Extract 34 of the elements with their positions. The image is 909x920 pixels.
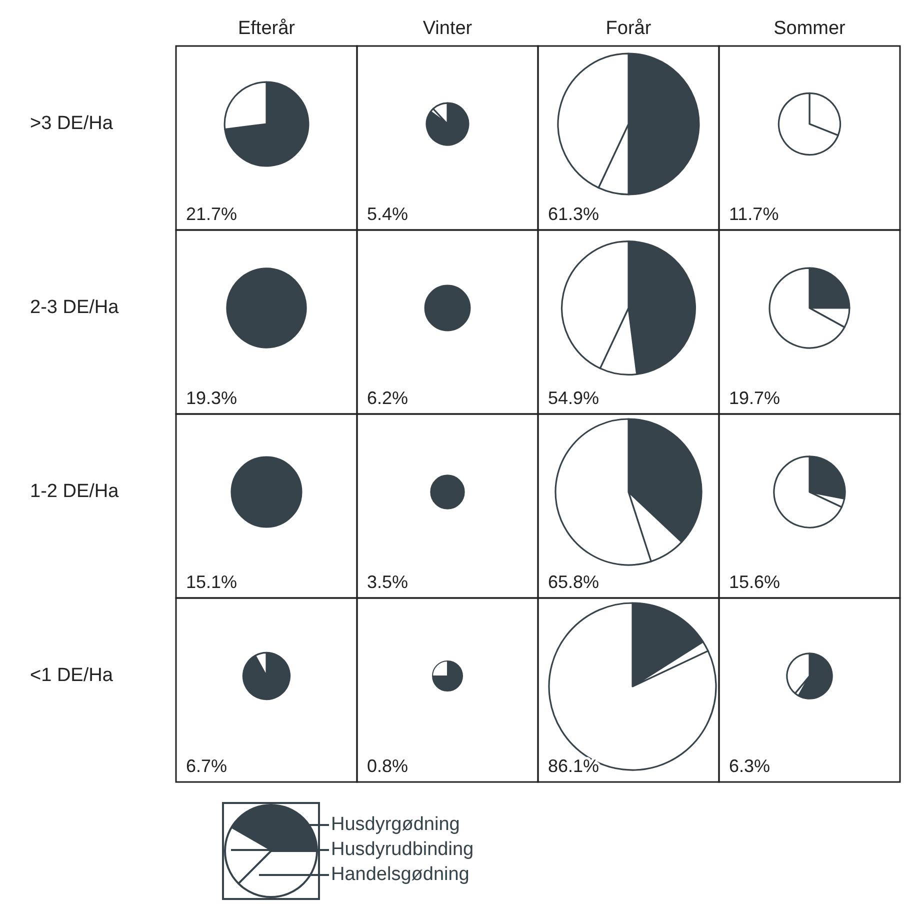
legend-label: Husdyrgødning: [331, 814, 460, 836]
text: <1 DE/Ha: [30, 665, 114, 686]
chart-title: Vinter: [422, 18, 473, 39]
text: 2-3 DE/Ha: [30, 297, 120, 318]
text: 1-2 DE/Ha: [30, 481, 120, 502]
chart-title: Sommer: [774, 18, 846, 39]
text: 54.9%: [548, 388, 600, 408]
text: 5.4%: [367, 204, 408, 224]
pie-slice: [432, 660, 463, 692]
pie-slice: [778, 92, 839, 156]
text: 15.1%: [186, 572, 238, 592]
text: 19.7%: [729, 388, 780, 408]
text: 6.3%: [729, 756, 770, 776]
pie-slice: [773, 456, 842, 528]
text: 3.5%: [367, 572, 408, 592]
pie-slice: [242, 652, 291, 700]
text: 6.2%: [367, 388, 408, 408]
text: 61.3%: [548, 204, 600, 224]
legend-label: Husdyrudbinding: [331, 839, 474, 860]
text: >3 DE/Ha: [30, 113, 114, 134]
chart-title: Forår: [606, 18, 652, 39]
chart-title: Efterår: [238, 18, 296, 39]
text: 65.8%: [548, 572, 600, 592]
legend-label: Handelsgødning: [331, 864, 470, 886]
text: 11.7%: [729, 204, 779, 224]
pie-slice: [224, 81, 310, 167]
text: 21.7%: [186, 204, 238, 224]
text: 0.8%: [367, 756, 408, 776]
text: 19.3%: [186, 388, 238, 408]
pie-slice: [426, 102, 470, 146]
pie-slice: [548, 602, 717, 771]
text: 6.7%: [186, 756, 228, 776]
text: 15.6%: [729, 572, 780, 592]
text: 86.1%: [548, 756, 600, 776]
